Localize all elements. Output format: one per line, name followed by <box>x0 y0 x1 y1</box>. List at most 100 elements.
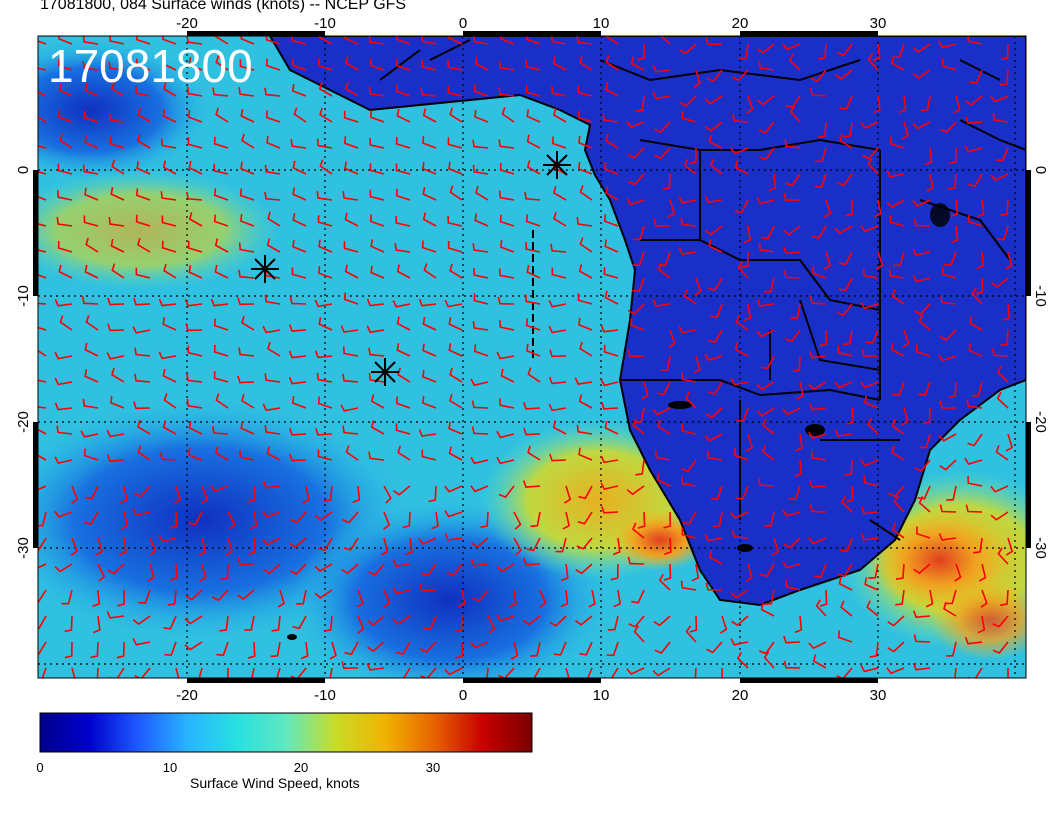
wind-barb <box>668 329 676 348</box>
wind-barb <box>763 277 775 293</box>
wind-barb <box>898 95 907 114</box>
wind-barb <box>162 109 177 123</box>
wind-barb <box>41 667 47 678</box>
wind-barb <box>938 354 957 362</box>
wind-barb <box>138 589 151 604</box>
wind-barb <box>402 511 411 529</box>
wind-barb <box>784 139 801 149</box>
wind-barb <box>471 537 489 549</box>
marker-asterisk <box>251 255 279 283</box>
wind-barb <box>808 641 827 650</box>
wind-barb <box>736 651 749 669</box>
wind-barb <box>472 243 489 253</box>
wind-barb <box>964 457 983 465</box>
wind-barb <box>264 164 281 175</box>
wind-barb <box>808 480 827 488</box>
wind-barb <box>215 393 229 409</box>
wind-barb <box>84 135 99 149</box>
wind-barb <box>288 324 307 332</box>
wind-barb <box>627 349 645 358</box>
wind-barb <box>586 667 593 678</box>
wind-barb <box>396 343 411 357</box>
wind-barb <box>913 303 931 316</box>
wind-barb <box>368 563 385 576</box>
wind-barb <box>496 563 515 573</box>
wind-barb <box>604 82 619 97</box>
wind-barb <box>64 615 73 633</box>
wind-barb <box>267 211 281 227</box>
latitude-labels-left: 0 -10 -20 -30 <box>15 166 32 559</box>
wind-barb <box>678 196 697 204</box>
wind-barb <box>522 480 541 488</box>
wind-barb <box>82 398 99 409</box>
wind-barb <box>212 87 229 97</box>
wind-barb <box>237 557 255 566</box>
wind-barb <box>990 95 1009 103</box>
wind-barb <box>603 267 619 279</box>
wind-barb <box>705 37 723 46</box>
wind-barb <box>579 641 593 656</box>
lat-tick-label: -10 <box>1032 285 1049 307</box>
wind-barb <box>134 667 151 678</box>
wind-barb <box>500 240 515 253</box>
wind-barb <box>946 485 957 501</box>
wind-barb <box>578 162 593 175</box>
wind-barb <box>162 160 177 175</box>
wind-barb <box>977 615 986 634</box>
wind-barb <box>107 323 125 332</box>
wind-barb <box>291 267 307 279</box>
wind-barb <box>316 372 333 383</box>
wind-barb <box>862 268 879 279</box>
wind-barb <box>889 215 905 227</box>
wind-barb <box>731 615 749 627</box>
wind-barb <box>579 341 593 357</box>
wind-barb <box>683 158 697 175</box>
wind-barb <box>1000 589 1009 607</box>
wind-barb <box>344 641 359 656</box>
wind-barb <box>264 373 281 383</box>
wind-barb <box>367 641 385 653</box>
wind-barb <box>167 589 177 606</box>
wind-barb <box>603 344 619 357</box>
wind-barb <box>924 147 933 166</box>
wind-barb <box>524 191 541 201</box>
wind-barb <box>54 456 73 465</box>
wind-barb <box>38 273 47 279</box>
wind-barb <box>992 641 1009 654</box>
wind-barb <box>953 95 961 114</box>
wind-barb <box>289 537 307 549</box>
wind-barb <box>612 537 621 556</box>
wind-barb <box>240 214 255 227</box>
wind-barb <box>782 225 801 236</box>
wind-barb <box>912 121 931 130</box>
wind-barb <box>383 485 392 504</box>
wind-barb <box>84 485 99 500</box>
wind-barb <box>526 134 541 149</box>
wind-barb <box>990 485 1009 493</box>
wind-barb <box>108 61 125 71</box>
wind-barb <box>840 600 853 617</box>
wind-barb <box>967 433 983 447</box>
wind-barb <box>292 615 307 630</box>
wind-barb <box>861 348 879 357</box>
wind-barb <box>396 316 411 331</box>
wind-barb <box>92 589 101 608</box>
lon-tick-label: 30 <box>870 687 887 704</box>
wind-barb <box>653 121 671 134</box>
wind-barb <box>704 433 723 442</box>
wind-barb <box>84 264 99 279</box>
wind-barb <box>967 476 983 487</box>
wind-barb <box>238 242 255 253</box>
wind-barb <box>158 298 177 307</box>
wind-barb <box>891 445 905 461</box>
wind-barb <box>366 663 385 671</box>
wind-barb <box>588 589 596 608</box>
wind-barb <box>913 218 931 227</box>
wind-barb <box>239 188 255 201</box>
wind-barb <box>368 451 385 461</box>
wind-barb <box>237 297 255 306</box>
wind-barb <box>653 615 671 627</box>
wind-barb <box>874 199 882 218</box>
wind-barb <box>472 164 489 175</box>
wind-barb <box>790 303 801 319</box>
